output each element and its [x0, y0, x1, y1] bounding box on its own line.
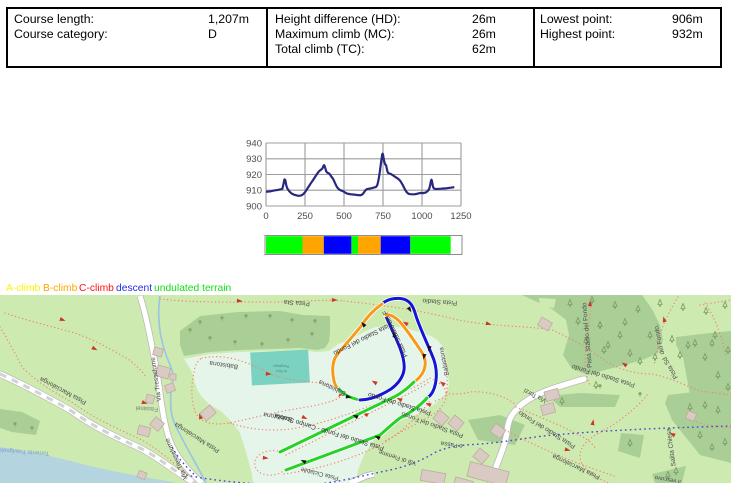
- svg-text:di Siror: di Siror: [275, 369, 287, 373]
- svg-text:Pista Sta: Pista Sta: [283, 298, 310, 307]
- svg-text:1250: 1250: [450, 211, 471, 222]
- svg-text:Fassinel: Fassinel: [136, 404, 159, 412]
- svg-text:940: 940: [246, 138, 262, 149]
- svg-text:e Fassa: e Fassa: [440, 439, 463, 449]
- svg-text:il vescovo: il vescovo: [654, 474, 682, 483]
- svg-text:910: 910: [246, 186, 262, 197]
- svg-text:900: 900: [246, 201, 262, 212]
- svg-text:Babistona: Babistona: [209, 359, 239, 370]
- svg-text:750: 750: [375, 211, 391, 222]
- svg-text:930: 930: [246, 154, 262, 165]
- svg-text:920: 920: [246, 170, 262, 181]
- svg-text:Pungitopo: Pungitopo: [273, 364, 289, 368]
- svg-text:Babistona: Babistona: [263, 410, 293, 422]
- svg-text:1000: 1000: [411, 211, 432, 222]
- svg-text:500: 500: [336, 211, 352, 222]
- svg-text:Torrente Travignolo: Torrente Travignolo: [0, 446, 50, 456]
- svg-text:0: 0: [263, 211, 268, 222]
- svg-text:Pista Stadio: Pista Stadio: [422, 297, 457, 306]
- svg-text:250: 250: [297, 211, 313, 222]
